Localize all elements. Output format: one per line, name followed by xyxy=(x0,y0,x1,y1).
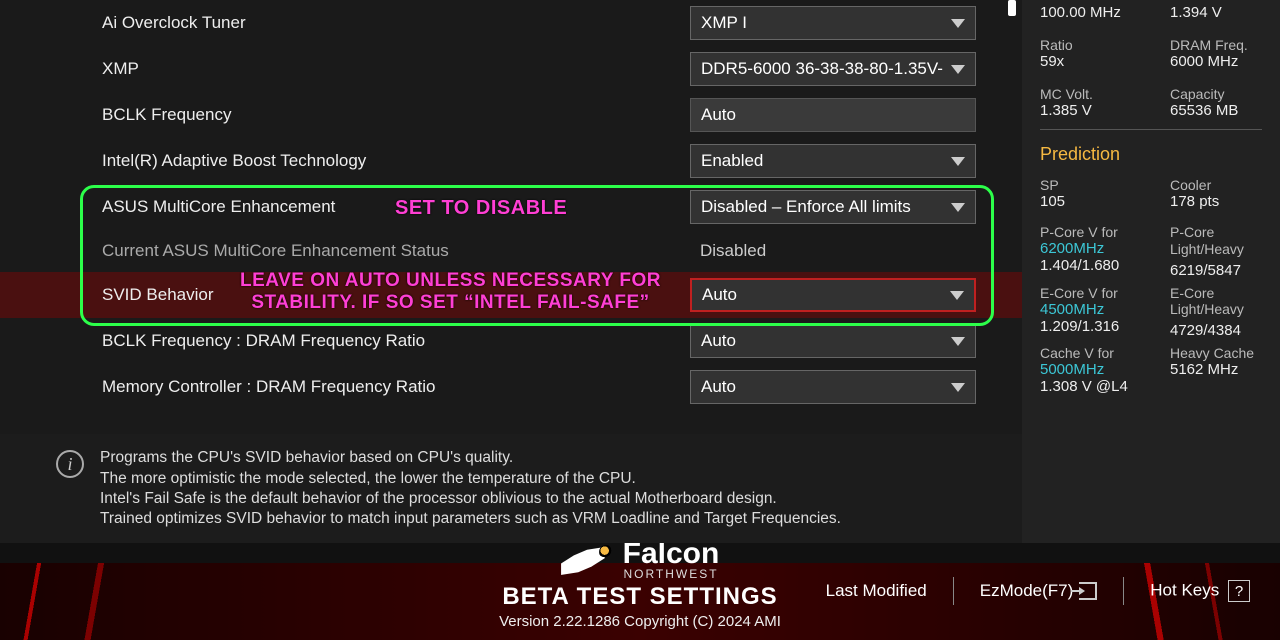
row-asus-multicore: ASUS MultiCore Enhancement Disabled – En… xyxy=(0,184,1022,230)
stat-key: Heavy Cache xyxy=(1170,345,1260,361)
row-xmp: XMP DDR5-6000 36-38-38-80-1.35V- xyxy=(0,46,1022,92)
label: Memory Controller : DRAM Frequency Ratio xyxy=(102,377,690,397)
help-line: Trained optimizes SVID behavior to match… xyxy=(100,509,841,529)
stat-key: P-Core V for xyxy=(1040,224,1130,240)
select-value: XMP I xyxy=(701,13,747,33)
chevron-down-icon xyxy=(951,203,965,212)
input-value: Auto xyxy=(701,105,736,125)
falcon-icon xyxy=(561,543,617,579)
label: BCLK Frequency : DRAM Frequency Ratio xyxy=(102,331,690,351)
stat-value: 105 xyxy=(1040,193,1130,210)
info-icon: i xyxy=(56,450,84,478)
select-svid-behavior[interactable]: Auto xyxy=(690,278,976,312)
stat-value: 6000 MHz xyxy=(1170,53,1260,70)
row-bclk-frequency: BCLK Frequency Auto xyxy=(0,92,1022,138)
chevron-down-icon xyxy=(951,65,965,74)
hotkeys-label: Hot Keys xyxy=(1150,581,1219,600)
prediction-heading: Prediction xyxy=(1040,144,1262,165)
stat-value: 100.00 MHz xyxy=(1040,4,1130,21)
scrollbar-thumb[interactable] xyxy=(1008,0,1016,16)
select-value: Enabled xyxy=(701,151,763,171)
stat-freq: 4500MHz xyxy=(1040,301,1130,318)
stat-value: 5162 MHz xyxy=(1170,361,1260,378)
question-icon: ? xyxy=(1228,580,1250,602)
label: Ai Overclock Tuner xyxy=(102,13,690,33)
stat-value: 65536 MB xyxy=(1170,102,1260,119)
ezmode-label: EzMode(F7) xyxy=(980,581,1074,601)
beta-title: BETA TEST SETTINGS xyxy=(499,583,781,611)
row-svid-behavior: SVID Behavior Auto xyxy=(0,272,1022,318)
row-mc-dram-ratio: Memory Controller : DRAM Frequency Ratio… xyxy=(0,364,1022,410)
select-value: Auto xyxy=(702,285,737,305)
status-sidebar: 100.00 MHz 1.394 V Ratio 59x DRAM Freq. … xyxy=(1022,0,1280,543)
help-line: The more optimistic the mode selected, t… xyxy=(100,469,841,489)
stat-key: DRAM Freq. xyxy=(1170,37,1260,53)
label: XMP xyxy=(102,59,690,79)
divider xyxy=(1040,129,1262,130)
chevron-down-icon xyxy=(951,383,965,392)
label: Current ASUS MultiCore Enhancement Statu… xyxy=(102,241,690,261)
help-line: Programs the CPU's SVID behavior based o… xyxy=(100,448,841,468)
select-value: Auto xyxy=(701,331,736,351)
select-mc-dram-ratio[interactable]: Auto xyxy=(690,370,976,404)
stat-value: 1.394 V xyxy=(1170,4,1260,21)
stat-freq: 6200MHz xyxy=(1040,240,1130,257)
brand-sub: NORTHWEST xyxy=(623,567,720,581)
stat-key: MC Volt. xyxy=(1040,86,1130,102)
stat-value: 4729/4384 xyxy=(1170,322,1260,339)
label: ASUS MultiCore Enhancement xyxy=(102,197,690,217)
exit-icon xyxy=(1079,582,1097,600)
row-multicore-status: Current ASUS MultiCore Enhancement Statu… xyxy=(0,230,1022,272)
stat-key: P-Core Light/Heavy xyxy=(1170,224,1260,258)
select-value: Disabled – Enforce All limits xyxy=(701,197,911,217)
help-text: Programs the CPU's SVID behavior based o… xyxy=(100,448,841,529)
stat-freq: 5000MHz xyxy=(1040,361,1130,378)
row-ai-overclock-tuner: Ai Overclock Tuner XMP I xyxy=(0,0,1022,46)
stat-key: E-Core V for xyxy=(1040,285,1130,301)
help-panel: i Programs the CPU's SVID behavior based… xyxy=(0,434,1022,543)
hotkeys-button[interactable]: Hot Keys ? xyxy=(1150,580,1250,602)
last-modified-button[interactable]: Last Modified xyxy=(826,581,927,601)
stat-value: 1.209/1.316 xyxy=(1040,318,1130,335)
help-line: Intel's Fail Safe is the default behavio… xyxy=(100,489,841,509)
row-bclk-dram-ratio: BCLK Frequency : DRAM Frequency Ratio Au… xyxy=(0,318,1022,364)
stat-value: 59x xyxy=(1040,53,1130,70)
ezmode-button[interactable]: EzMode(F7) xyxy=(980,581,1098,601)
select-value: DDR5-6000 36-38-38-80-1.35V- xyxy=(701,59,943,79)
stat-value: 178 pts xyxy=(1170,193,1260,210)
chevron-down-icon xyxy=(951,337,965,346)
chevron-down-icon xyxy=(950,291,964,300)
select-value: Auto xyxy=(701,377,736,397)
status-value: Disabled xyxy=(690,241,1022,261)
select-asus-multicore[interactable]: Disabled – Enforce All limits xyxy=(690,190,976,224)
divider xyxy=(1123,577,1124,605)
select-bclk-dram-ratio[interactable]: Auto xyxy=(690,324,976,358)
input-bclk-frequency[interactable]: Auto xyxy=(690,98,976,132)
select-adaptive-boost[interactable]: Enabled xyxy=(690,144,976,178)
version-text: Version 2.22.1286 Copyright (C) 2024 AMI xyxy=(499,613,781,630)
stat-value: 1.404/1.680 xyxy=(1040,257,1130,274)
label: Intel(R) Adaptive Boost Technology xyxy=(102,151,690,171)
stat-key: Cache V for xyxy=(1040,345,1130,361)
stat-value: 6219/5847 xyxy=(1170,262,1260,279)
stat-value: 1.385 V xyxy=(1040,102,1130,119)
stat-key: E-Core Light/Heavy xyxy=(1170,285,1260,319)
stat-key: SP xyxy=(1040,177,1130,193)
footer: Falcon NORTHWEST BETA TEST SETTINGS Vers… xyxy=(0,543,1280,640)
label: BCLK Frequency xyxy=(102,105,690,125)
brand-logo-block: Falcon NORTHWEST BETA TEST SETTINGS Vers… xyxy=(499,543,781,630)
stat-value: 1.308 V @L4 xyxy=(1040,378,1130,395)
stat-key: Capacity xyxy=(1170,86,1260,102)
label: SVID Behavior xyxy=(102,285,690,305)
divider xyxy=(953,577,954,605)
select-xmp[interactable]: DDR5-6000 36-38-38-80-1.35V- xyxy=(690,52,976,86)
chevron-down-icon xyxy=(951,19,965,28)
row-adaptive-boost: Intel(R) Adaptive Boost Technology Enabl… xyxy=(0,138,1022,184)
stat-key: Ratio xyxy=(1040,37,1130,53)
chevron-down-icon xyxy=(951,157,965,166)
stat-key: Cooler xyxy=(1170,177,1260,193)
select-ai-overclock-tuner[interactable]: XMP I xyxy=(690,6,976,40)
